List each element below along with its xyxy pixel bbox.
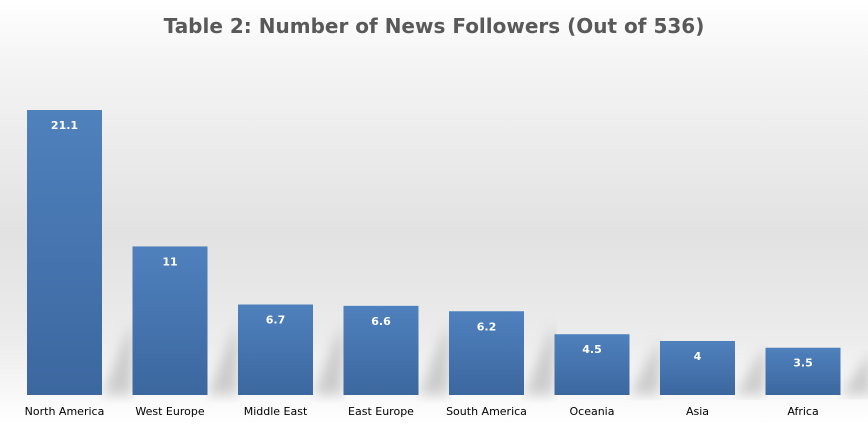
- category-label: West Europe: [135, 405, 204, 418]
- bar-2: [238, 304, 313, 395]
- bar-shadow: [629, 340, 660, 395]
- category-label: Asia: [686, 405, 709, 418]
- bar-7: [765, 347, 841, 395]
- bar-0: [27, 110, 102, 395]
- category-label: Oceania: [570, 405, 615, 418]
- data-label: 6.2: [477, 320, 497, 333]
- data-label: 6.6: [371, 315, 391, 328]
- data-label: 4: [694, 350, 702, 363]
- category-label: Middle East: [244, 405, 308, 418]
- data-label: 4.5: [582, 343, 602, 356]
- data-label: 21.1: [51, 119, 78, 132]
- chart-title: Table 2: Number of News Followers (Out o…: [163, 14, 705, 38]
- data-label: 3.5: [793, 357, 813, 370]
- bar-shadow: [735, 346, 765, 395]
- bar-6: [660, 340, 735, 395]
- bar-4: [449, 311, 524, 395]
- category-label: South America: [446, 405, 527, 418]
- bar-shadow: [207, 323, 238, 395]
- bar-shadow: [102, 323, 132, 395]
- bar-shadow: [840, 355, 868, 395]
- bar-shadow: [524, 323, 554, 395]
- bar-3: [343, 305, 419, 395]
- category-label: Africa: [787, 405, 818, 418]
- data-label: 11: [162, 255, 177, 268]
- data-label: 6.7: [266, 314, 286, 327]
- bar-shadow: [313, 323, 343, 395]
- bar-shadow: [418, 323, 449, 395]
- category-label: North America: [25, 405, 105, 418]
- bar-5: [554, 334, 630, 395]
- category-label: East Europe: [348, 405, 414, 418]
- bar-1: [132, 246, 208, 395]
